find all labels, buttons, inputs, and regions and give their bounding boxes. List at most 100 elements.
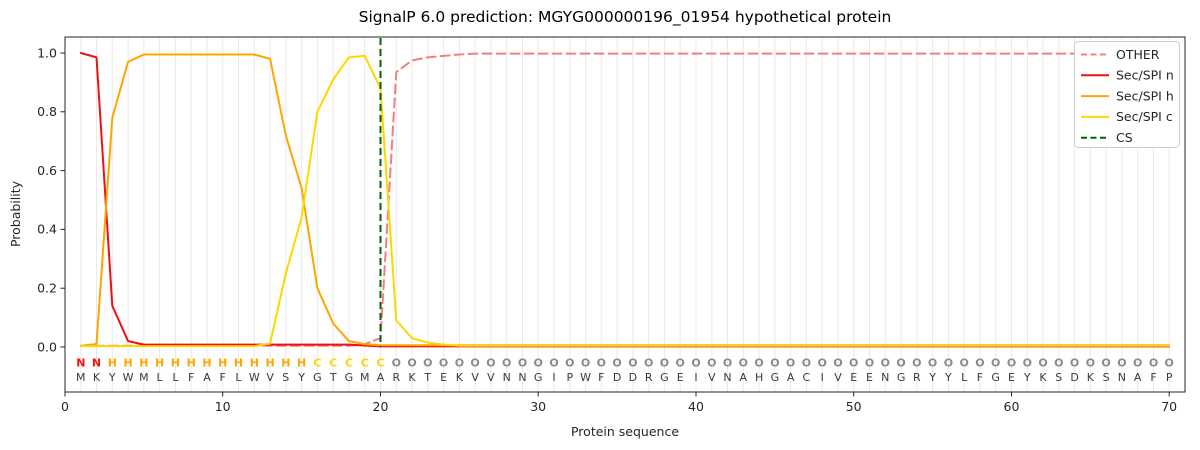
axes: 0.0 0.2 0.4 0.6 0.8 1.0 0 10 20 30 40 50 60 70	[37, 36, 1186, 414]
region-letter: O	[975, 357, 984, 370]
sequence-letter: N	[1118, 371, 1126, 384]
region-letter: O	[802, 357, 811, 370]
sequence-letter: A	[787, 371, 795, 384]
region-letter: O	[502, 357, 511, 370]
series-line-sec-spi-h	[79, 53, 1171, 347]
region-letter: O	[833, 357, 842, 370]
sequence-letter: L	[961, 371, 968, 384]
region-letter: O	[534, 357, 543, 370]
sequence-letter: P	[1166, 371, 1173, 384]
series-line-sec-spi-c	[79, 54, 1171, 348]
region-letter: O	[1070, 357, 1079, 370]
legend-label-cs: CS	[1116, 130, 1133, 145]
region-letter: O	[707, 357, 716, 370]
sequence-letter: K	[408, 371, 416, 384]
sequence-letter: F	[188, 371, 194, 384]
x-axis-tick-label: 40	[688, 399, 704, 414]
region-letter: O	[1117, 357, 1126, 370]
region-letter: H	[218, 357, 227, 370]
region-letter: H	[171, 357, 180, 370]
region-letter: O	[565, 357, 574, 370]
plot-title: SignalP 6.0 prediction: MGYG000000196_01…	[359, 8, 892, 27]
sequence-letter: F	[977, 371, 983, 384]
region-letter: C	[376, 357, 384, 370]
sequence-letter: R	[392, 371, 400, 384]
legend-box	[1074, 41, 1180, 148]
x-axis-tick-label: 70	[1161, 399, 1177, 414]
sequence-letter: N	[503, 371, 511, 384]
sequence-letter: G	[660, 371, 669, 384]
region-letter: C	[345, 357, 353, 370]
y-axis-tick-label: 0.2	[37, 281, 57, 296]
sequence-letter: F	[1150, 371, 1156, 384]
region-letter: C	[329, 357, 337, 370]
region-letter: H	[281, 357, 290, 370]
sequence-letter: A	[203, 371, 211, 384]
region-letter: N	[92, 357, 101, 370]
sequence-letter: G	[771, 371, 780, 384]
region-letter: O	[1038, 357, 1047, 370]
sequence-letter: G	[991, 371, 1000, 384]
legend-label-sec-spi-c: Sec/SPI c	[1116, 109, 1173, 124]
region-letter: O	[581, 357, 590, 370]
y-axis-tick-label: 0.4	[37, 222, 57, 237]
y-axis-tick-label: 0.8	[37, 104, 57, 119]
sequence-letter: E	[850, 371, 857, 384]
region-letter: O	[1023, 357, 1032, 370]
region-letter: O	[439, 357, 448, 370]
region-letter: O	[896, 357, 905, 370]
region-letter: H	[108, 357, 117, 370]
region-letter: O	[991, 357, 1000, 370]
legend: OTHER Sec/SPI n Sec/SPI h Sec/SPI c CS	[1074, 41, 1180, 148]
region-letter: O	[944, 357, 953, 370]
sequence-letter: V	[266, 371, 274, 384]
region-letter: O	[486, 357, 495, 370]
sequence-letter: L	[235, 371, 242, 384]
region-letter: O	[597, 357, 606, 370]
series-line-sec-spi-n	[79, 52, 1171, 348]
region-letter: H	[234, 357, 243, 370]
region-letter: O	[628, 357, 637, 370]
region-letter: O	[865, 357, 874, 370]
series-line-other	[79, 52, 1171, 347]
sequence-letter: W	[580, 371, 591, 384]
x-axis-label: Protein sequence	[571, 424, 679, 439]
sequence-letter: S	[1103, 371, 1110, 384]
region-letter: O	[960, 357, 969, 370]
region-letter: O	[928, 357, 937, 370]
legend-label-sec-spi-n: Sec/SPI n	[1116, 68, 1174, 83]
x-axis-tick-label: 50	[846, 399, 862, 414]
y-axis-tick-label: 0.6	[37, 163, 57, 178]
y-axis-tick-label: 0.0	[37, 339, 57, 354]
sequence-letter: K	[1039, 371, 1047, 384]
sequence-letter: L	[157, 371, 164, 384]
series-lines	[79, 38, 1171, 348]
y-axis-tick-label: 1.0	[37, 45, 57, 60]
sequence-letter: K	[1087, 371, 1095, 384]
region-letter: O	[754, 357, 763, 370]
sequence-letter: E	[677, 371, 684, 384]
plot-border	[64, 36, 1186, 393]
region-letter: O	[470, 357, 479, 370]
sequence-letter: N	[518, 371, 526, 384]
sequence-letter: W	[249, 371, 260, 384]
region-letter: O	[881, 357, 890, 370]
legend-label-other: OTHER	[1116, 47, 1160, 62]
region-letter: O	[676, 357, 685, 370]
sequence-letter: V	[487, 371, 495, 384]
sequence-letter: M	[139, 371, 149, 384]
sequence-letter: I	[694, 371, 697, 384]
sequence-letter: F	[220, 371, 226, 384]
sequence-letter: D	[1070, 371, 1078, 384]
sequence-letter: Y	[928, 371, 936, 384]
sequence-letter: H	[755, 371, 763, 384]
sequence-letter: S	[282, 371, 289, 384]
sequence-letter: D	[629, 371, 637, 384]
region-letter: H	[297, 357, 306, 370]
region-letter: O	[518, 357, 527, 370]
x-axis-tick-label: 60	[1004, 399, 1020, 414]
sequence-letter: K	[93, 371, 101, 384]
region-letter: O	[660, 357, 669, 370]
region-letter: C	[361, 357, 369, 370]
